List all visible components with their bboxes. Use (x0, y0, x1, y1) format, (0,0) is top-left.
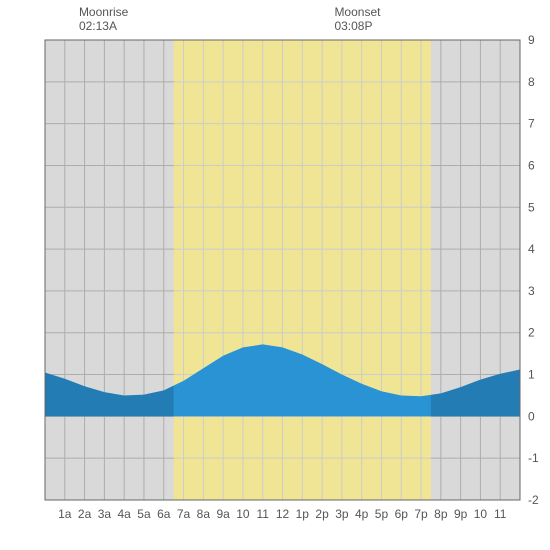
svg-text:7p: 7p (414, 507, 428, 521)
tide-chart: Moonrise 02:13A Moonset 03:08P -2-101234… (0, 0, 550, 550)
moonrise-time: 02:13A (79, 19, 128, 33)
svg-text:7a: 7a (177, 507, 191, 521)
svg-text:-2: -2 (528, 493, 539, 507)
svg-text:6p: 6p (395, 507, 409, 521)
svg-text:1: 1 (528, 368, 535, 382)
svg-text:10: 10 (474, 507, 488, 521)
svg-text:6: 6 (528, 158, 535, 172)
svg-text:5p: 5p (375, 507, 389, 521)
svg-text:3a: 3a (98, 507, 112, 521)
svg-text:3: 3 (528, 284, 535, 298)
moonset-label: Moonset 03:08P (334, 5, 380, 34)
svg-text:8: 8 (528, 75, 535, 89)
svg-text:1a: 1a (58, 507, 72, 521)
svg-text:6a: 6a (157, 507, 171, 521)
svg-text:10: 10 (236, 507, 250, 521)
svg-text:2a: 2a (78, 507, 92, 521)
svg-text:8p: 8p (434, 507, 448, 521)
svg-text:9a: 9a (216, 507, 230, 521)
chart-svg: -2-101234567891a2a3a4a5a6a7a8a9a1011121p… (0, 0, 550, 550)
svg-text:2: 2 (528, 326, 535, 340)
svg-text:12: 12 (276, 507, 290, 521)
moonrise-label: Moonrise 02:13A (79, 5, 128, 34)
svg-text:0: 0 (528, 409, 535, 423)
moonset-time: 03:08P (334, 19, 380, 33)
svg-text:1p: 1p (296, 507, 310, 521)
svg-text:9p: 9p (454, 507, 468, 521)
svg-text:2p: 2p (315, 507, 329, 521)
svg-text:-1: -1 (528, 451, 539, 465)
svg-text:9: 9 (528, 33, 535, 47)
moonset-title: Moonset (334, 5, 380, 19)
svg-text:3p: 3p (335, 507, 349, 521)
svg-text:8a: 8a (197, 507, 211, 521)
svg-text:4: 4 (528, 242, 535, 256)
svg-text:11: 11 (256, 507, 269, 521)
svg-text:5a: 5a (137, 507, 151, 521)
svg-text:4p: 4p (355, 507, 369, 521)
svg-text:7: 7 (528, 117, 535, 131)
svg-text:4a: 4a (117, 507, 131, 521)
moonrise-title: Moonrise (79, 5, 128, 19)
svg-text:5: 5 (528, 200, 535, 214)
svg-text:11: 11 (494, 507, 507, 521)
